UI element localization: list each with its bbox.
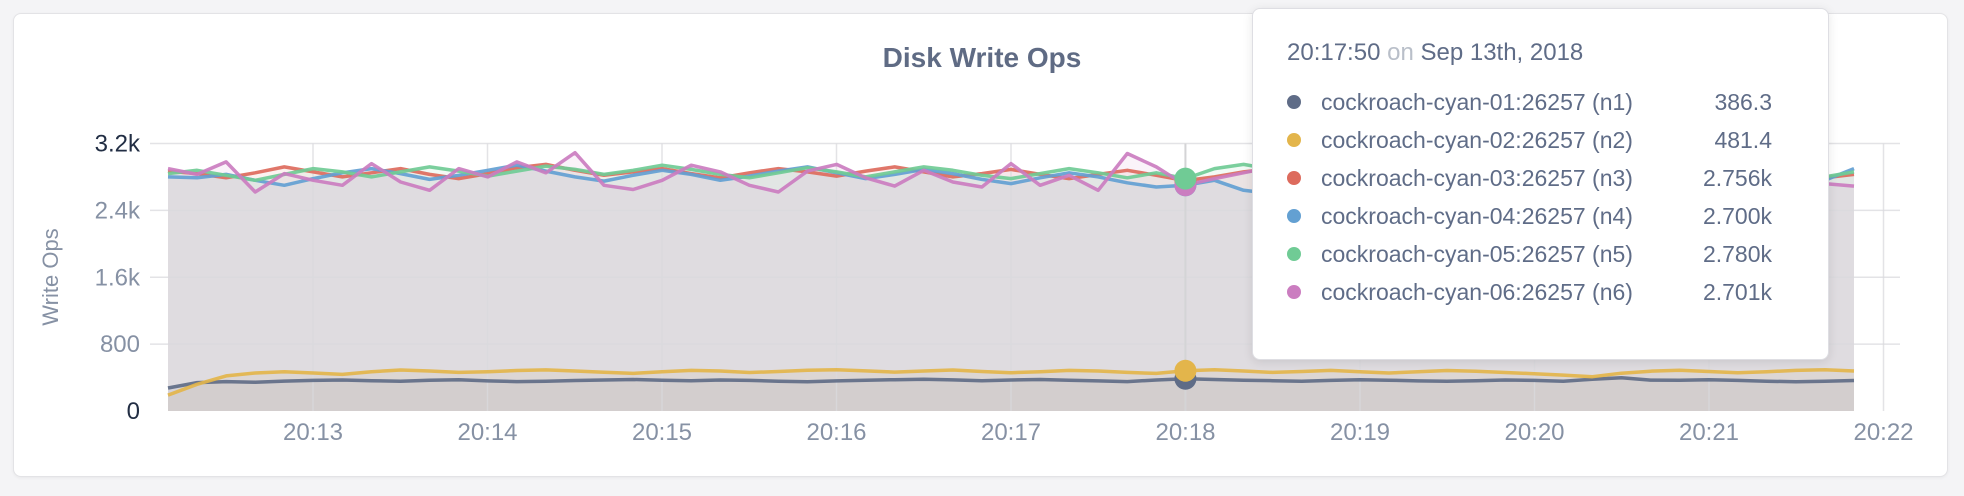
- hover-dot-n5: [1174, 167, 1197, 190]
- y-tick-label: 3.2k: [95, 131, 141, 158]
- y-tick-label: 800: [100, 331, 140, 358]
- tooltip-series-name: cockroach-cyan-05:26257 (n5): [1321, 240, 1633, 267]
- series-color-dot-icon: [1287, 171, 1301, 185]
- tooltip-series-value: 2.756k: [1702, 164, 1772, 191]
- x-tick-label: 20:16: [806, 419, 866, 446]
- x-tick-label: 20:20: [1504, 419, 1564, 446]
- tooltip-series-name: cockroach-cyan-01:26257 (n1): [1321, 88, 1633, 115]
- series-color-dot-icon: [1287, 285, 1301, 299]
- y-tick-label: 2.4k: [95, 197, 141, 224]
- chart-title: Disk Write Ops: [882, 42, 1082, 73]
- x-tick-label: 20:21: [1679, 419, 1739, 446]
- tooltip-series-name: cockroach-cyan-03:26257 (n3): [1321, 164, 1633, 191]
- tooltip-on-word: on: [1387, 39, 1414, 66]
- x-tick-label: 20:17: [981, 419, 1041, 446]
- tooltip-row-n5: cockroach-cyan-05:26257 (n5) 2.780k: [1287, 235, 1772, 273]
- tooltip-series-value: 386.3: [1714, 88, 1772, 115]
- hover-tooltip: 20:17:50 on Sep 13th, 2018 cockroach-cya…: [1252, 8, 1829, 360]
- tooltip-series-name: cockroach-cyan-06:26257 (n6): [1321, 278, 1633, 305]
- x-tick-label: 20:18: [1155, 419, 1215, 446]
- x-tick-label: 20:15: [632, 419, 692, 446]
- tooltip-row-n3: cockroach-cyan-03:26257 (n3) 2.756k: [1287, 159, 1772, 197]
- y-axis-title: Write Ops: [38, 228, 63, 325]
- series-color-dot-icon: [1287, 209, 1301, 223]
- x-tick-label: 20:19: [1330, 419, 1390, 446]
- series-color-dot-icon: [1287, 247, 1301, 261]
- hover-dot-n2: [1174, 359, 1197, 382]
- tooltip-series-value: 2.700k: [1702, 202, 1772, 229]
- tooltip-row-n4: cockroach-cyan-04:26257 (n4) 2.700k: [1287, 197, 1772, 235]
- tooltip-date: Sep 13th, 2018: [1420, 39, 1584, 66]
- tooltip-series-value: 2.701k: [1702, 278, 1772, 305]
- x-tick-label: 20:13: [283, 419, 343, 446]
- x-tick-label: 20:22: [1853, 419, 1913, 446]
- tooltip-row-n6: cockroach-cyan-06:26257 (n6) 2.701k: [1287, 273, 1772, 311]
- x-tick-label: 20:14: [457, 419, 517, 446]
- tooltip-header: 20:17:50 on Sep 13th, 2018: [1287, 39, 1772, 67]
- series-color-dot-icon: [1287, 95, 1301, 109]
- y-tick-label: 0: [127, 398, 140, 425]
- tooltip-row-n1: cockroach-cyan-01:26257 (n1) 386.3: [1287, 83, 1772, 121]
- series-line-n2: [167, 367, 1855, 397]
- series-line-n1: [167, 375, 1855, 390]
- tooltip-series-name: cockroach-cyan-02:26257 (n2): [1321, 126, 1633, 153]
- series-color-dot-icon: [1287, 133, 1301, 147]
- tooltip-row-n2: cockroach-cyan-02:26257 (n2) 481.4: [1287, 121, 1772, 159]
- tooltip-time: 20:17:50: [1287, 39, 1381, 66]
- tooltip-series-value: 481.4: [1714, 126, 1772, 153]
- y-tick-label: 1.6k: [95, 264, 141, 291]
- tooltip-series-value: 2.780k: [1702, 240, 1772, 267]
- tooltip-series-name: cockroach-cyan-04:26257 (n4): [1321, 202, 1633, 229]
